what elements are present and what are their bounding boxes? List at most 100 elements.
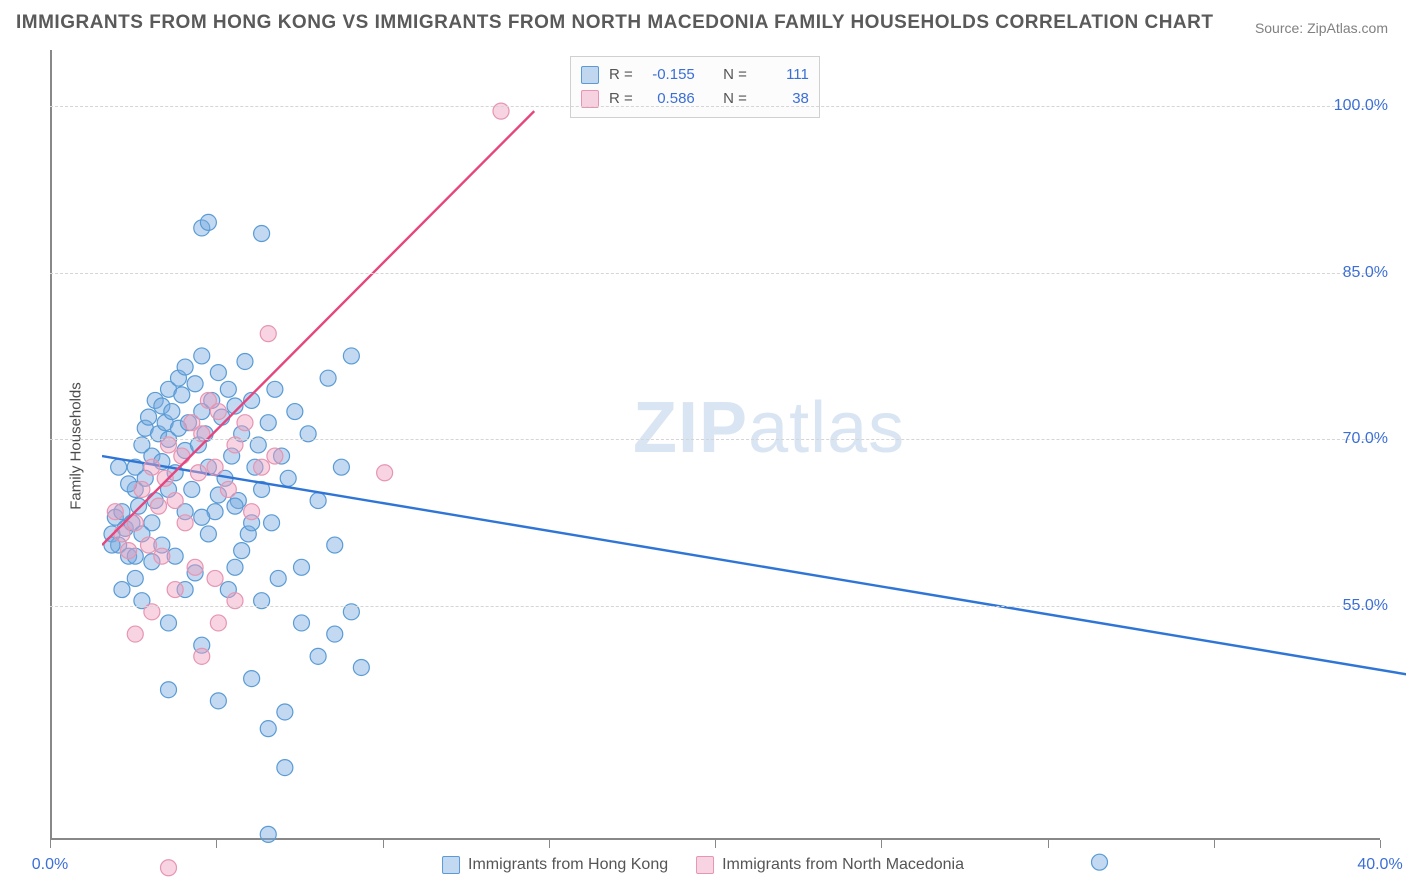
scatter-point xyxy=(164,404,180,420)
scatter-point xyxy=(170,420,186,436)
watermark: ZIPatlas xyxy=(633,387,905,469)
scatter-point xyxy=(137,470,153,486)
scatter-point xyxy=(194,509,210,525)
scatter-point xyxy=(121,548,137,564)
n-value: 38 xyxy=(757,87,809,111)
chart-title: IMMIGRANTS FROM HONG KONG VS IMMIGRANTS … xyxy=(16,12,1213,34)
scatter-point xyxy=(214,409,230,425)
scatter-point xyxy=(167,465,183,481)
x-tick xyxy=(50,840,51,848)
scatter-point xyxy=(154,454,170,470)
scatter-point xyxy=(244,392,260,408)
x-tick xyxy=(715,840,716,848)
scatter-point xyxy=(104,537,120,553)
x-tick xyxy=(383,840,384,848)
series-legend-label: Immigrants from North Macedonia xyxy=(722,856,964,874)
legend-swatch xyxy=(442,856,460,874)
scatter-point xyxy=(184,481,200,497)
scatter-point xyxy=(177,504,193,520)
gridline xyxy=(50,273,1380,274)
correlation-legend-row: R =0.586 N =38 xyxy=(581,87,809,111)
scatter-point xyxy=(121,476,137,492)
scatter-point xyxy=(237,415,253,431)
scatter-point xyxy=(137,420,153,436)
scatter-point xyxy=(187,565,203,581)
scatter-point xyxy=(294,559,310,575)
scatter-point xyxy=(277,760,293,776)
scatter-point xyxy=(127,626,143,642)
scatter-point xyxy=(207,459,223,475)
scatter-point xyxy=(1092,854,1108,870)
svg-layer xyxy=(102,100,1406,890)
scatter-point xyxy=(327,626,343,642)
scatter-point xyxy=(111,459,127,475)
scatter-point xyxy=(177,515,193,531)
scatter-point xyxy=(227,559,243,575)
scatter-point xyxy=(264,515,280,531)
x-tick xyxy=(881,840,882,848)
legend-swatch xyxy=(696,856,714,874)
n-label: N = xyxy=(723,63,747,87)
scatter-point xyxy=(147,392,163,408)
scatter-point xyxy=(194,637,210,653)
scatter-point xyxy=(353,659,369,675)
n-label: N = xyxy=(723,87,747,111)
x-tick xyxy=(1214,840,1215,848)
scatter-point xyxy=(141,409,157,425)
scatter-point xyxy=(167,582,183,598)
scatter-point xyxy=(230,493,246,509)
scatter-point xyxy=(207,570,223,586)
r-label: R = xyxy=(609,63,633,87)
x-tick xyxy=(216,840,217,848)
scatter-point xyxy=(227,398,243,414)
scatter-point xyxy=(161,860,177,876)
scatter-point xyxy=(210,365,226,381)
scatter-point xyxy=(287,404,303,420)
scatter-point xyxy=(114,582,130,598)
scatter-point xyxy=(121,543,137,559)
scatter-point xyxy=(124,515,140,531)
scatter-point xyxy=(194,404,210,420)
y-tick-label: 85.0% xyxy=(1343,264,1388,282)
scatter-point xyxy=(127,570,143,586)
scatter-point xyxy=(260,326,276,342)
scatter-point xyxy=(200,459,216,475)
scatter-point xyxy=(260,826,276,842)
scatter-point xyxy=(190,465,206,481)
series-legend-item: Immigrants from Hong Kong xyxy=(442,856,668,874)
scatter-point xyxy=(274,448,290,464)
scatter-point xyxy=(107,509,123,525)
scatter-point xyxy=(177,442,193,458)
regression-line xyxy=(102,111,534,545)
series-legend: Immigrants from Hong Kong Immigrants from… xyxy=(442,856,964,874)
scatter-point xyxy=(244,671,260,687)
scatter-point xyxy=(244,515,260,531)
chart-container: IMMIGRANTS FROM HONG KONG VS IMMIGRANTS … xyxy=(0,0,1406,892)
scatter-point xyxy=(157,470,173,486)
scatter-point xyxy=(234,543,250,559)
scatter-point xyxy=(220,481,236,497)
scatter-point xyxy=(200,392,216,408)
scatter-point xyxy=(200,526,216,542)
scatter-point xyxy=(144,459,160,475)
correlation-legend: R =-0.155 N =111R =0.586 N =38 xyxy=(570,56,820,118)
scatter-point xyxy=(157,415,173,431)
scatter-point xyxy=(254,226,270,242)
x-tick xyxy=(1048,840,1049,848)
gridline xyxy=(50,439,1380,440)
scatter-point xyxy=(184,415,200,431)
scatter-point xyxy=(134,526,150,542)
scatter-point xyxy=(210,487,226,503)
scatter-point xyxy=(267,381,283,397)
scatter-point xyxy=(161,682,177,698)
scatter-point xyxy=(310,648,326,664)
scatter-point xyxy=(114,526,130,542)
x-tick xyxy=(1380,840,1381,848)
scatter-point xyxy=(247,459,263,475)
scatter-point xyxy=(161,615,177,631)
scatter-point xyxy=(144,448,160,464)
scatter-point xyxy=(227,498,243,514)
scatter-point xyxy=(333,459,349,475)
scatter-point xyxy=(117,520,133,536)
scatter-point xyxy=(144,515,160,531)
